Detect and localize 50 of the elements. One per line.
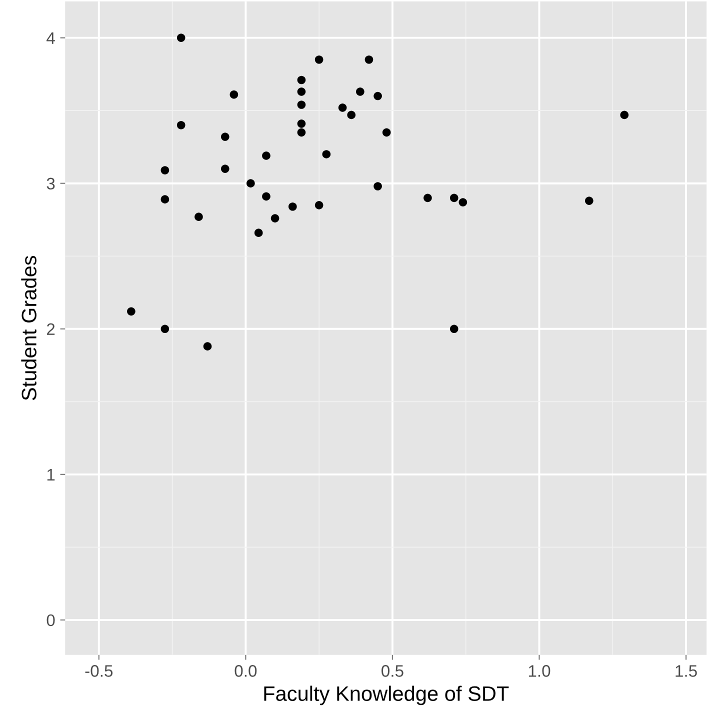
- point: [297, 120, 306, 128]
- point: [297, 76, 306, 84]
- point: [322, 150, 331, 158]
- point: [297, 100, 306, 109]
- x-tick-label: 0.0: [234, 665, 257, 677]
- point: [254, 228, 263, 237]
- point: [176, 34, 186, 42]
- x-axis-title: Faculty Knowledge of SDT: [264, 686, 509, 706]
- y-tick-label: 2: [46, 323, 55, 335]
- point: [288, 202, 297, 211]
- point: [450, 194, 458, 202]
- point: [297, 128, 306, 137]
- point: [220, 164, 230, 173]
- x-tick-label: 1.0: [528, 665, 550, 677]
- point: [338, 103, 347, 112]
- y-tick-label: 3: [46, 178, 55, 190]
- point: [620, 110, 629, 120]
- y-tick-label: 0: [46, 614, 55, 626]
- point: [246, 179, 255, 188]
- point: [127, 307, 136, 316]
- x-tick-label: 1.5: [676, 665, 697, 677]
- point: [347, 110, 356, 120]
- point: [160, 166, 170, 174]
- point: [314, 201, 324, 210]
- point: [297, 87, 306, 96]
- point: [194, 212, 203, 221]
- point: [230, 90, 238, 99]
- point: [450, 324, 458, 334]
- point: [424, 194, 432, 202]
- x-tick-label: 0.5: [382, 665, 404, 677]
- point: [262, 152, 270, 160]
- point: [160, 324, 170, 334]
- point: [374, 182, 382, 190]
- point: [382, 128, 391, 137]
- point: [270, 214, 280, 222]
- y-tick-label: 4: [46, 32, 55, 44]
- point: [584, 196, 594, 205]
- point: [203, 342, 212, 351]
- x-tick-label: -0.5: [85, 665, 113, 677]
- point: [458, 198, 468, 206]
- point: [314, 55, 324, 64]
- point: [160, 195, 170, 204]
- point: [356, 87, 364, 96]
- point: [262, 192, 270, 201]
- point: [176, 120, 186, 130]
- point: [374, 92, 382, 100]
- y-tick-label: 1: [47, 469, 55, 480]
- y-axis-title: Student Grades: [21, 256, 36, 400]
- point: [364, 55, 374, 64]
- point: [220, 132, 230, 141]
